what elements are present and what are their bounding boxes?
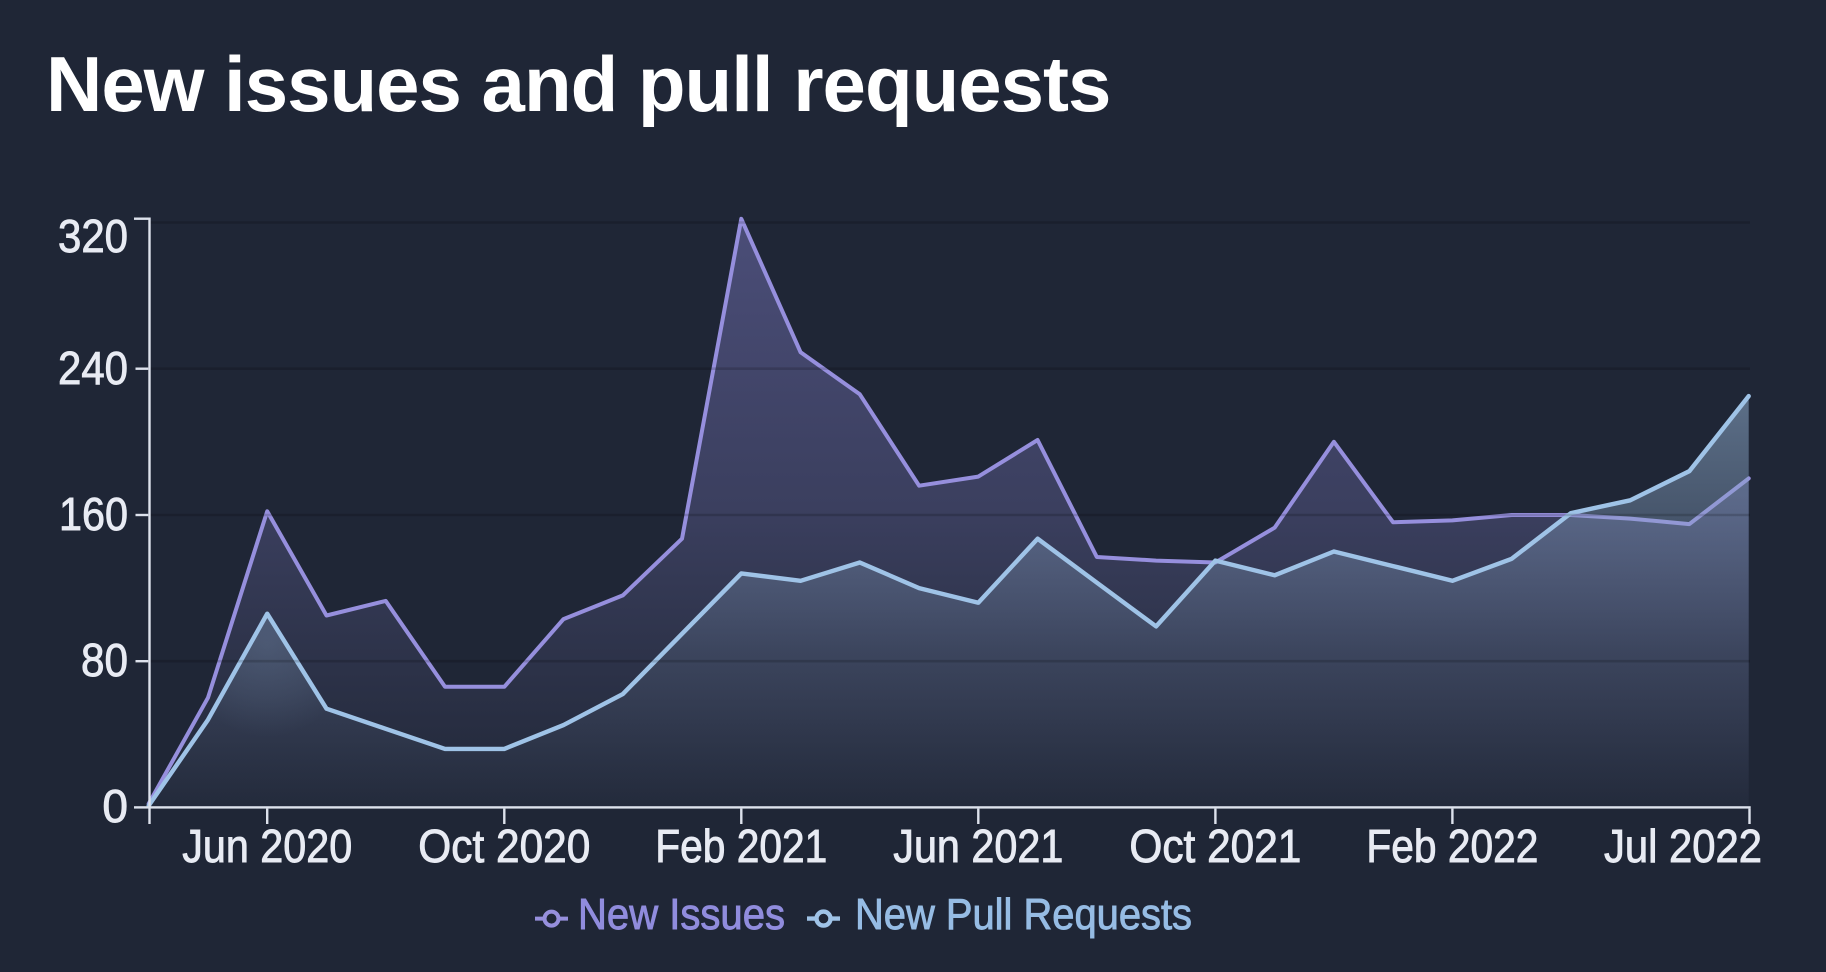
svg-text:Feb 2022: Feb 2022 [1366,820,1538,872]
svg-text:80: 80 [81,634,128,686]
svg-text:Oct 2021: Oct 2021 [1129,820,1301,872]
svg-text:Jun 2020: Jun 2020 [182,820,352,872]
svg-text:Feb 2021: Feb 2021 [655,820,827,872]
svg-text:Jun 2021: Jun 2021 [893,820,1063,872]
svg-text:Jul 2022: Jul 2022 [1604,820,1762,872]
svg-text:160: 160 [59,488,128,540]
svg-text:New Pull Requests: New Pull Requests [855,890,1192,939]
svg-text:240: 240 [58,342,128,394]
svg-text:0: 0 [102,780,128,832]
svg-text:New Issues: New Issues [578,890,785,939]
svg-text:320: 320 [58,210,128,262]
svg-text:Oct 2020: Oct 2020 [418,820,590,872]
